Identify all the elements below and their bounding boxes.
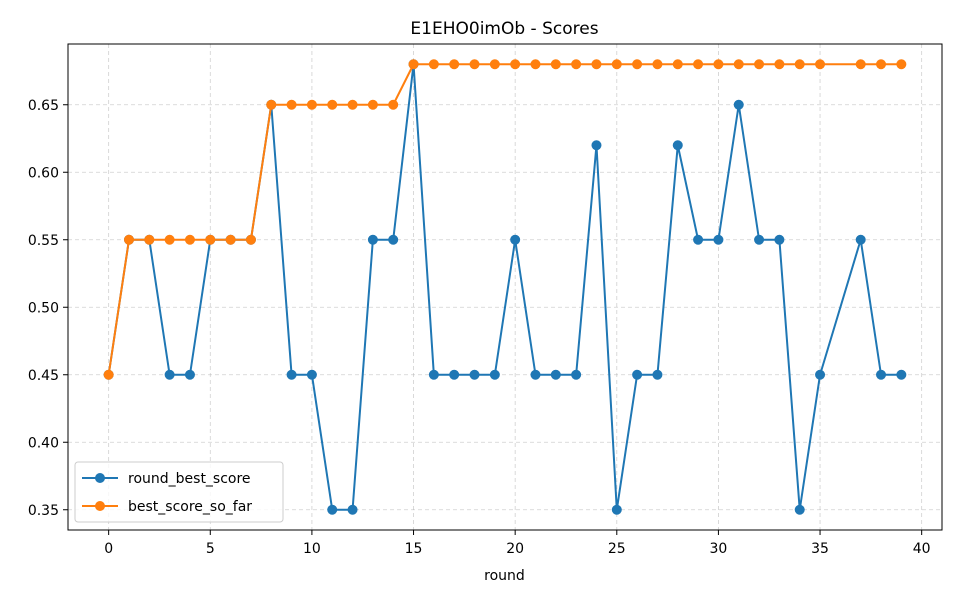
data-point-round_best_score <box>347 504 358 515</box>
data-point-round_best_score <box>693 234 704 245</box>
x-tick-label: 25 <box>608 541 626 557</box>
data-point-best_score_so_far <box>266 99 277 110</box>
plot-area-frame <box>67 43 943 531</box>
data-point-best_score_so_far <box>144 234 155 245</box>
data-point-best_score_so_far <box>733 59 744 70</box>
y-tick-label: 0.60 <box>28 165 59 181</box>
data-point-best_score_so_far <box>591 59 602 70</box>
data-point-round_best_score <box>754 234 765 245</box>
data-point-round_best_score <box>164 369 175 380</box>
data-point-best_score_so_far <box>245 234 256 245</box>
data-point-round_best_score <box>632 369 643 380</box>
x-axis-label: round <box>484 568 525 584</box>
data-point-round_best_score <box>184 369 195 380</box>
y-tick-label: 0.65 <box>28 98 59 114</box>
data-point-round_best_score <box>489 369 500 380</box>
data-point-round_best_score <box>713 234 724 245</box>
x-tick-label: 5 <box>206 541 215 557</box>
data-point-best_score_so_far <box>286 99 297 110</box>
data-point-best_score_so_far <box>225 234 236 245</box>
data-point-round_best_score <box>550 369 561 380</box>
data-point-round_best_score <box>774 234 785 245</box>
data-point-round_best_score <box>510 234 521 245</box>
y-tick-label: 0.55 <box>28 233 59 249</box>
data-point-best_score_so_far <box>408 59 419 70</box>
y-tick-label: 0.35 <box>28 503 59 519</box>
data-point-best_score_so_far <box>510 59 521 70</box>
legend-label-round-best-score: round_best_score <box>128 471 251 487</box>
data-point-best_score_so_far <box>388 99 399 110</box>
data-point-best_score_so_far <box>754 59 765 70</box>
data-point-best_score_so_far <box>611 59 622 70</box>
data-point-best_score_so_far <box>428 59 439 70</box>
data-point-round_best_score <box>855 234 866 245</box>
data-point-round_best_score <box>611 504 622 515</box>
data-point-best_score_so_far <box>896 59 907 70</box>
x-tick-label: 35 <box>811 541 829 557</box>
y-tick-label: 0.45 <box>28 368 59 384</box>
data-point-round_best_score <box>530 369 541 380</box>
data-point-best_score_so_far <box>123 234 134 245</box>
x-tick-label: 0 <box>104 541 113 557</box>
data-point-round_best_score <box>896 369 907 380</box>
data-point-best_score_so_far <box>449 59 460 70</box>
data-point-best_score_so_far <box>469 59 480 70</box>
y-tick-label: 0.50 <box>28 300 59 316</box>
x-tick-label: 40 <box>913 541 931 557</box>
data-point-best_score_so_far <box>672 59 683 70</box>
legend-marker-best-score-so-far <box>95 501 105 511</box>
data-point-best_score_so_far <box>876 59 887 70</box>
data-point-best_score_so_far <box>103 369 114 380</box>
data-point-round_best_score <box>327 504 338 515</box>
x-tick-label: 30 <box>710 541 728 557</box>
data-point-round_best_score <box>286 369 297 380</box>
data-point-round_best_score <box>469 369 480 380</box>
data-point-best_score_so_far <box>530 59 541 70</box>
data-point-best_score_so_far <box>713 59 724 70</box>
data-point-round_best_score <box>449 369 460 380</box>
data-point-best_score_so_far <box>794 59 805 70</box>
data-point-round_best_score <box>428 369 439 380</box>
legend-label-best-score-so-far: best_score_so_far <box>128 499 252 515</box>
data-point-best_score_so_far <box>306 99 317 110</box>
data-point-round_best_score <box>652 369 663 380</box>
data-point-best_score_so_far <box>205 234 216 245</box>
data-point-best_score_so_far <box>327 99 338 110</box>
x-tick-label: 10 <box>303 541 321 557</box>
data-point-best_score_so_far <box>347 99 358 110</box>
data-point-best_score_so_far <box>489 59 500 70</box>
data-point-round_best_score <box>733 99 744 110</box>
legend-box <box>74 461 284 523</box>
data-point-best_score_so_far <box>693 59 704 70</box>
data-point-best_score_so_far <box>367 99 378 110</box>
data-point-round_best_score <box>794 504 805 515</box>
legend-marker-round-best-score <box>95 473 105 483</box>
data-point-round_best_score <box>571 369 582 380</box>
x-tick-label: 20 <box>506 541 524 557</box>
series-layer <box>103 59 907 515</box>
legend: round_best_score best_score_so_far <box>74 461 284 523</box>
y-tick-label: 0.40 <box>28 435 59 451</box>
data-point-best_score_so_far <box>855 59 866 70</box>
data-point-round_best_score <box>876 369 887 380</box>
data-point-best_score_so_far <box>164 234 175 245</box>
data-point-best_score_so_far <box>571 59 582 70</box>
x-tick-label: 15 <box>405 541 423 557</box>
data-point-round_best_score <box>388 234 399 245</box>
data-point-best_score_so_far <box>652 59 663 70</box>
data-point-round_best_score <box>367 234 378 245</box>
chart-title: E1EHO0imOb - Scores <box>410 19 598 39</box>
data-point-round_best_score <box>815 369 826 380</box>
axis-ticks: 0 5 10 15 20 25 30 35 40 0.35 0.40 0.45 0.50 0.55 0.60… <box>28 98 931 557</box>
data-point-best_score_so_far <box>815 59 826 70</box>
data-point-best_score_so_far <box>774 59 785 70</box>
data-point-round_best_score <box>306 369 317 380</box>
data-point-best_score_so_far <box>550 59 561 70</box>
data-point-round_best_score <box>672 140 683 151</box>
data-point-round_best_score <box>591 140 602 151</box>
data-point-best_score_so_far <box>184 234 195 245</box>
data-point-best_score_so_far <box>632 59 643 70</box>
